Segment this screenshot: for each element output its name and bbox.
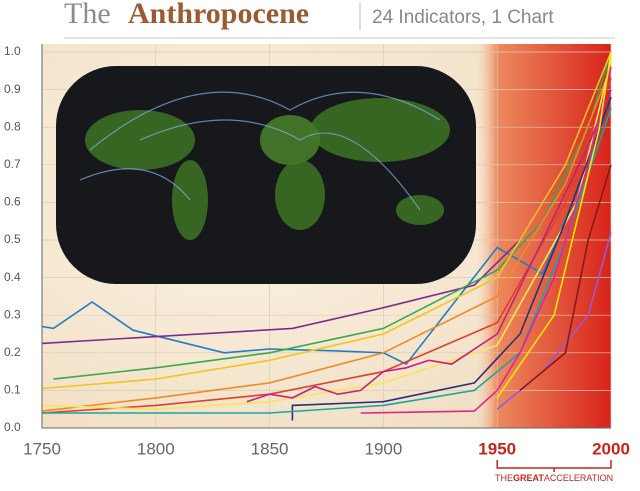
series-line: [246, 89, 612, 403]
subtitle: 24 Indicators, 1 Chart: [372, 7, 554, 28]
y-tick-label: 0.4: [4, 270, 21, 284]
y-tick-label: 0.5: [4, 232, 21, 246]
series-line: [360, 66, 612, 414]
flight-routes: [79, 91, 441, 211]
series-line: [41, 96, 612, 366]
x-tick-label: 1800: [137, 439, 175, 458]
x-tick-label: 1900: [364, 439, 402, 458]
y-tick-label: 1.0: [4, 44, 21, 58]
title-part: Anthropocene: [128, 0, 309, 30]
annotation-part: THE: [495, 473, 513, 483]
series-line: [496, 51, 612, 399]
title-part: The: [64, 0, 111, 30]
y-tick-label: 0.9: [4, 82, 21, 96]
continent: [310, 98, 450, 162]
y-tick-label: 0.7: [4, 157, 21, 171]
annotation-part: GREAT: [513, 473, 544, 483]
series-line: [41, 51, 612, 390]
series-line: [519, 164, 612, 392]
y-tick-label: 0.8: [4, 119, 21, 133]
y-tick-label: 0.3: [4, 307, 21, 321]
series-line: [291, 96, 612, 421]
series-line: [41, 66, 612, 412]
series-line: [496, 232, 612, 410]
continent: [275, 160, 325, 230]
y-tick-label: 0.0: [4, 420, 21, 434]
continent: [260, 115, 320, 165]
x-tick-label: 1750: [23, 439, 61, 458]
title-group: The Anthropocene 24 Indicators, 1 Chart: [64, 0, 615, 39]
x-tick-label: 2000: [592, 439, 630, 458]
world-map: [56, 66, 476, 284]
x-tick-label: 1850: [251, 439, 289, 458]
y-tick-label: 0.1: [4, 383, 21, 397]
bracket: [496, 460, 612, 472]
y-tick-label: 0.2: [4, 345, 21, 359]
annotation-part: ACCELERATION: [544, 473, 613, 483]
y-tick-label: 0.6: [4, 195, 21, 209]
x-tick-label: 1950: [478, 439, 516, 458]
annotation: THEGREATACCELERATION: [495, 473, 613, 483]
